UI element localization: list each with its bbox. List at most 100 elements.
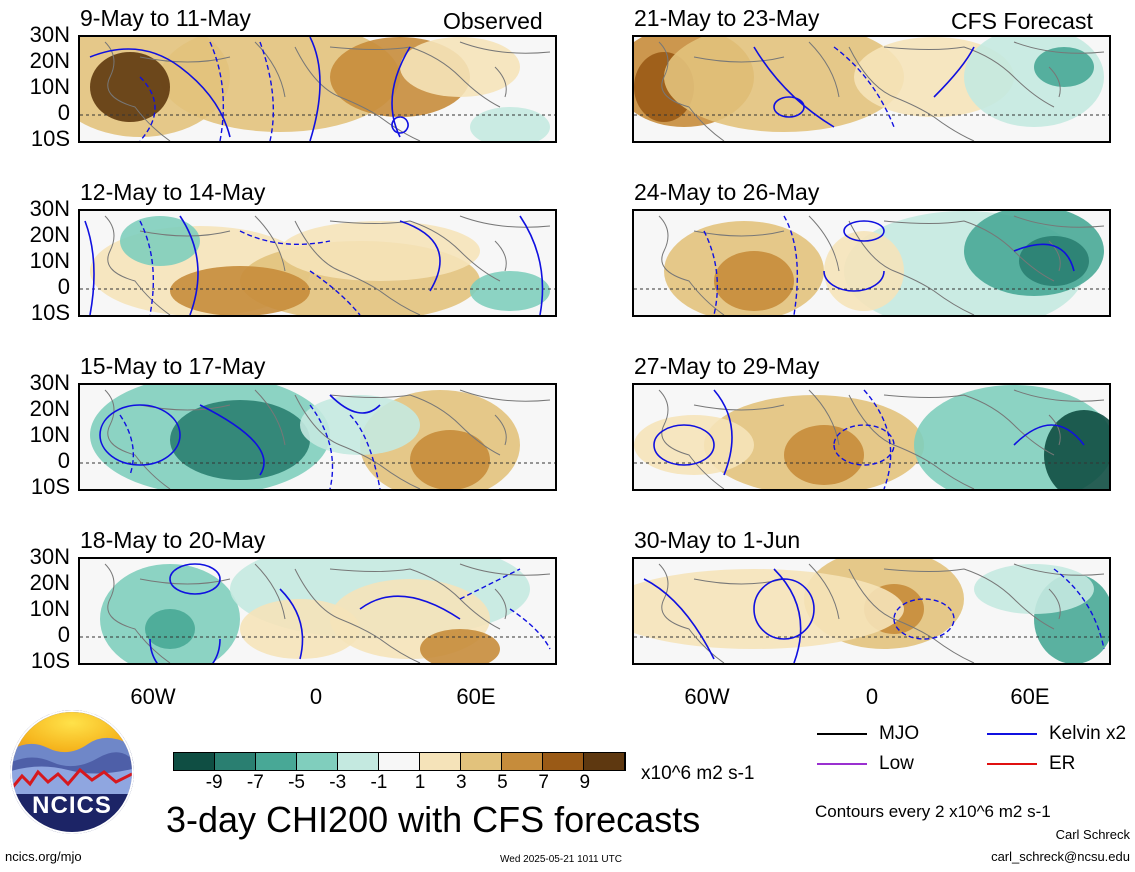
- panel-title: 27-May to 29-May: [634, 353, 820, 379]
- anomaly-shade: [470, 271, 550, 311]
- lat-label: 20N: [29, 396, 70, 421]
- legend-label-mjo: MJO: [879, 723, 920, 744]
- legend-line-mjo: [817, 733, 867, 735]
- colorbar-swatch: [174, 753, 215, 770]
- lat-label: 20N: [29, 222, 70, 247]
- coastline: [658, 41, 1105, 141]
- coastline: [104, 41, 551, 141]
- anomaly-shade: [280, 221, 480, 281]
- anomaly-shade: [1019, 236, 1089, 286]
- lat-label: 10S: [30, 126, 70, 151]
- legend-line-kelvin: [987, 733, 1037, 735]
- colorbar-tick-label: -9: [205, 772, 223, 793]
- panel-title: 15-May to 17-May: [80, 353, 266, 379]
- kelvin-contour-negative: [833, 46, 895, 128]
- coastline: [658, 389, 1105, 489]
- panel-title: 30-May to 1-Jun: [634, 527, 801, 553]
- map-panel: [78, 383, 557, 491]
- kelvin-contour-negative: [703, 215, 799, 315]
- colorbar-swatch: [256, 753, 297, 770]
- kelvin-contour-negative: [119, 404, 381, 489]
- map-panel: [78, 557, 557, 665]
- map-panel: [632, 383, 1111, 491]
- anomaly-shade: [470, 107, 550, 141]
- legend-label-er: ER: [1049, 753, 1076, 774]
- footer-email[interactable]: carl_schreck@ncsu.edu: [991, 849, 1130, 864]
- colorbar-swatch: [502, 753, 543, 770]
- kelvin-contour-negative: [833, 389, 895, 489]
- footer-author: Carl Schreck: [1055, 827, 1130, 842]
- anomaly-shade: [824, 231, 904, 311]
- colorbar: [173, 752, 626, 771]
- footer-timestamp: Wed 2025-05-21 1011 UTC: [500, 854, 622, 865]
- kelvin-contour-negative: [893, 568, 1105, 650]
- anomaly-shade: [1044, 410, 1109, 489]
- lat-label: 20N: [29, 48, 70, 73]
- kelvin-contour-negative: [459, 568, 551, 650]
- lat-label: 10N: [29, 596, 70, 621]
- lon-label-60e: 60E: [456, 684, 496, 709]
- lat-label: 10N: [29, 74, 70, 99]
- lat-label: 10S: [30, 648, 70, 673]
- colorbar-tick-label: 1: [414, 772, 426, 793]
- lat-label: 30N: [29, 544, 70, 569]
- legend-line-er: [987, 763, 1037, 765]
- colorbar-tick-label: 3: [455, 772, 467, 793]
- lat-label: 10N: [29, 422, 70, 447]
- anomaly-shade: [714, 251, 794, 311]
- line-legend: MJO Kelvin x2 Low ER: [817, 723, 1126, 783]
- lat-label: 10N: [29, 248, 70, 273]
- colorbar-swatch: [338, 753, 379, 770]
- colorbar-swatch: [215, 753, 256, 770]
- anomaly-shade: [400, 37, 520, 97]
- coastline: [658, 215, 1105, 315]
- lat-label: 20N: [29, 570, 70, 595]
- anomaly-shade: [420, 629, 500, 663]
- kelvin-contour: [149, 563, 461, 663]
- anomaly-shade: [634, 569, 904, 649]
- lat-label: 10S: [30, 474, 70, 499]
- kelvin-contour-negative: [139, 220, 361, 315]
- anomaly-shade: [120, 216, 200, 266]
- anomaly-shade: [664, 37, 904, 132]
- kelvin-contour: [823, 220, 1075, 292]
- colorbar-swatch: [543, 753, 584, 770]
- forecast-header: CFS Forecast: [951, 8, 1093, 34]
- footer-url[interactable]: ncics.org/mjo: [5, 849, 82, 864]
- ncics-logo: NCICS: [8, 708, 136, 836]
- lon-label-0: 0: [309, 684, 323, 709]
- lon-label-60e: 60E: [1010, 684, 1050, 709]
- kelvin-contour-negative: [139, 41, 275, 141]
- colorbar-tick-label: 7: [538, 772, 549, 793]
- anomaly-shade: [1034, 47, 1094, 87]
- lat-label: 0: [57, 448, 70, 473]
- colorbar-tick-label: -7: [246, 772, 264, 793]
- legend-label-low: Low: [879, 753, 914, 774]
- lat-label: 10S: [30, 300, 70, 325]
- kelvin-contour: [99, 394, 381, 476]
- colorbar-tick-label: -5: [288, 772, 305, 793]
- colorbar-tick-label: 5: [497, 772, 508, 793]
- map-panel: [78, 35, 557, 143]
- lon-label-0: 0: [865, 684, 879, 709]
- colorbar-units: x10^6 m2 s-1: [641, 763, 755, 784]
- lat-label: 30N: [29, 22, 70, 47]
- lat-label: 0: [57, 274, 70, 299]
- anomaly-shade: [634, 415, 754, 475]
- anomaly-shade: [145, 609, 195, 649]
- panel-title: 24-May to 26-May: [634, 179, 820, 205]
- panel-title: 18-May to 20-May: [80, 527, 266, 553]
- panel-title: 21-May to 23-May: [634, 5, 820, 31]
- anomaly-shade: [90, 52, 170, 122]
- lon-label-60w: 60W: [130, 684, 176, 709]
- lat-label: 30N: [29, 196, 70, 221]
- kelvin-contour: [84, 215, 544, 315]
- logo-text: NCICS: [32, 792, 112, 819]
- lat-label: 0: [57, 100, 70, 125]
- anomaly-shade: [974, 564, 1094, 614]
- anomaly-shade: [170, 266, 310, 315]
- colorbar-swatch: [461, 753, 502, 770]
- kelvin-contour: [643, 568, 815, 663]
- coastline: [104, 389, 551, 489]
- map-panel: [78, 209, 557, 317]
